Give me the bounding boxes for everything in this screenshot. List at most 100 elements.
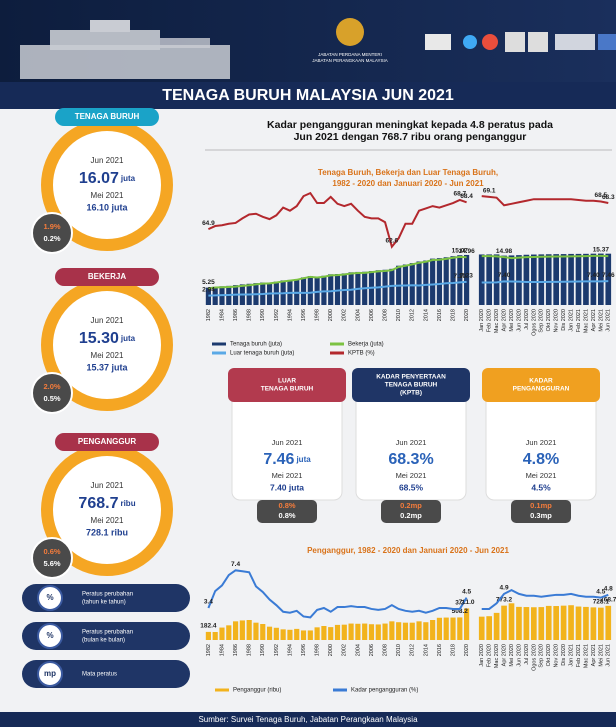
data-label: 3.3 (455, 600, 464, 607)
x-tick-label: 2004 (355, 309, 361, 321)
card-label: KADAR (529, 378, 553, 385)
x-tick-label: 1984 (219, 644, 225, 656)
previous-value: 7.40 juta (270, 482, 304, 492)
card-label: TENAGA BURUH (261, 386, 314, 393)
bar (553, 606, 559, 640)
x-tick-label: Mei 2020 (509, 309, 515, 332)
x-tick-label: Jun 2020 (516, 309, 522, 332)
bar (376, 624, 381, 640)
bar (479, 617, 485, 640)
agency: JABATAN PERDANA MENTERI (318, 52, 382, 57)
card-label: TENAGA BURUH (385, 382, 438, 389)
bar (410, 263, 415, 305)
change-mom: 0.5% (43, 394, 60, 403)
bar (605, 606, 611, 640)
x-tick-label: 1992 (274, 644, 280, 656)
previous-value: 728.1 ribu (86, 527, 128, 537)
bar (382, 624, 387, 640)
x-tick-label: 2012 (410, 309, 416, 321)
x-tick-label: 2004 (355, 644, 361, 656)
legend-label: KPTB (%) (348, 351, 375, 357)
card-label: (KPTB) (400, 390, 422, 397)
period: Mei 2021 (91, 516, 124, 525)
data-label: 64.9 (202, 220, 215, 227)
data-label: 4.8 (604, 586, 613, 593)
period: Mei 2021 (526, 471, 557, 480)
x-tick-label: Jan 2020 (479, 309, 485, 332)
bar (486, 254, 492, 305)
bar (260, 624, 265, 640)
bar (355, 624, 360, 640)
bar (524, 607, 530, 640)
previous-value: 16.10 juta (86, 202, 128, 212)
change-mom: 5.6% (43, 559, 60, 568)
x-tick-label: 2020 (464, 309, 470, 321)
chart-title: Tenaga Buruh, Bekerja dan Luar Tenaga Bu… (318, 168, 498, 177)
data-label: 7.23 (460, 273, 473, 280)
data-label: 14.96 (458, 248, 475, 255)
previous-value: 68.5% (399, 482, 424, 492)
coat-of-arms (336, 18, 364, 46)
bar (219, 628, 224, 640)
change-yoy: 0.2mp (400, 501, 422, 510)
bar (583, 607, 589, 640)
period: Mei 2021 (91, 191, 124, 200)
bar (591, 607, 597, 640)
data-label: 182.4 (200, 623, 217, 630)
x-tick-label: Feb 2020 (487, 644, 493, 667)
data-label: 68.4 (460, 193, 473, 200)
bar (430, 620, 435, 640)
x-tick-label: 2018 (450, 644, 456, 656)
key-symbol: % (46, 593, 53, 602)
bar (349, 624, 354, 640)
line (482, 281, 609, 282)
x-tick-label: 2008 (383, 309, 389, 321)
legend-label: Luar tenaga buruh (juta) (230, 351, 294, 357)
bar (274, 628, 279, 640)
x-tick-label: 1998 (315, 644, 321, 656)
bar (362, 624, 367, 640)
x-tick-label: 1988 (247, 644, 253, 656)
card-label: BEKERJA (88, 272, 126, 281)
change-mom: 0.8% (278, 511, 295, 520)
data-label: 7.40 (498, 272, 511, 279)
legend-label: Kadar pengangguran (%) (351, 688, 418, 694)
bar (301, 630, 306, 640)
data-label: 7.40 (587, 272, 600, 279)
x-tick-label: 1986 (233, 309, 239, 321)
bar (321, 626, 326, 640)
bar (561, 254, 567, 305)
key-symbol: % (46, 631, 53, 640)
bar (308, 276, 313, 305)
data-label: 5.25 (202, 279, 215, 286)
bar (450, 618, 455, 640)
bar (328, 274, 333, 305)
period: Mei 2021 (91, 351, 124, 360)
x-tick-label: 2016 (437, 644, 443, 656)
unit: juta (295, 455, 311, 464)
bar (531, 255, 537, 305)
period: Jun 2021 (91, 156, 124, 165)
change-yoy: 2.0% (43, 382, 60, 391)
card-label: PENGANGGUR (78, 437, 136, 446)
data-label: 69.1 (483, 188, 496, 195)
change-yoy: 0.6% (43, 547, 60, 556)
bar (410, 623, 415, 640)
period: Mei 2021 (272, 471, 303, 480)
x-tick-label: Feb 2021 (576, 644, 582, 667)
x-tick-label: 1992 (274, 309, 280, 321)
bar (301, 277, 306, 305)
x-tick-label: Apr 2021 (591, 309, 597, 331)
previous-value: 4.5% (531, 482, 551, 492)
value: 7.46 (263, 451, 294, 468)
key-text: Peratus perubahan (82, 592, 133, 598)
x-tick-label: 2002 (342, 644, 348, 656)
bar (546, 606, 552, 640)
bar (430, 259, 435, 305)
card-label: KADAR PENYERTAAN (376, 374, 446, 381)
chart-title: Penganggur, 1982 - 2020 dan Januari 2020… (307, 546, 509, 555)
bar (568, 254, 574, 305)
change-mom: 0.3mp (530, 511, 552, 520)
x-tick-label: Nov 2020 (554, 309, 560, 333)
data-label: 7.46 (602, 272, 615, 279)
